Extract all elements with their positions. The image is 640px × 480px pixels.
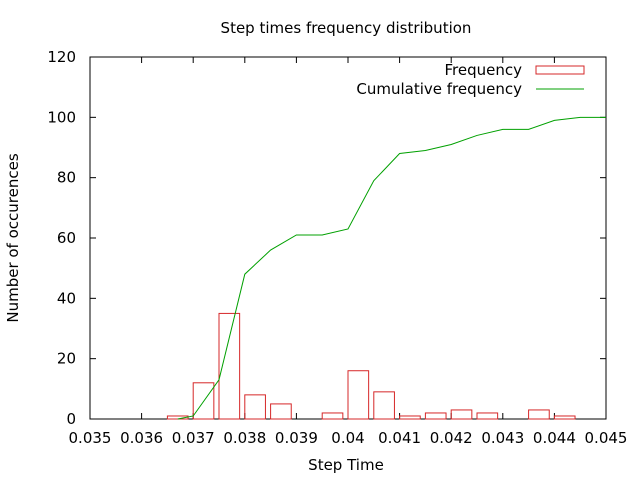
frequency-bar (399, 415, 421, 420)
legend-swatch-frequency (535, 65, 585, 75)
x-tick-label: 0.036 (120, 429, 163, 447)
x-axis-label: Step Time (308, 456, 384, 474)
y-tick-label: 40 (57, 289, 76, 307)
frequency-bar (424, 412, 447, 420)
frequency-bar (450, 409, 473, 420)
x-axis: 0.035 0.036 0.037 0.038 0.039 0.04 0.041 0.042 0… (69, 57, 628, 447)
x-tick-label: 0.042 (430, 429, 473, 447)
cumulative-frequency-line (177, 116, 606, 420)
y-tick-label: 0 (66, 410, 76, 428)
x-tick-label: 0.044 (533, 429, 576, 447)
y-tick-label: 120 (47, 48, 76, 66)
y-axis-label: Number of occurences (4, 153, 22, 322)
frequency-bars (166, 312, 576, 420)
x-tick-label: 0.038 (223, 429, 266, 447)
frequency-bar (270, 403, 292, 420)
frequency-bar (321, 412, 344, 420)
legend-label-frequency: Frequency (445, 61, 523, 79)
frequency-bar (373, 391, 395, 420)
x-tick-label: 0.04 (331, 429, 364, 447)
y-tick-label: 20 (57, 350, 76, 368)
plot-frame (89, 56, 607, 420)
x-tick-label: 0.035 (69, 429, 112, 447)
y-tick-label: 60 (57, 229, 76, 247)
frequency-bar (218, 312, 241, 420)
x-tick-label: 0.043 (481, 429, 524, 447)
frequency-bar (192, 382, 215, 420)
frequency-bar (553, 415, 576, 420)
frequency-bar (528, 409, 550, 420)
frequency-bar (476, 412, 499, 420)
legend: Frequency Cumulative frequency (356, 61, 585, 98)
legend-label-cumulative: Cumulative frequency (356, 80, 522, 98)
y-tick-label: 80 (57, 169, 76, 187)
chart-title: Step times frequency distribution (221, 19, 472, 37)
x-tick-label: 0.037 (172, 429, 215, 447)
x-tick-label: 0.039 (275, 429, 318, 447)
x-tick-label: 0.045 (585, 429, 628, 447)
frequency-bar (347, 370, 370, 420)
y-tick-label: 100 (47, 108, 76, 126)
y-axis: 0 20 40 60 80 100 120 (47, 48, 606, 428)
frequency-bar (244, 394, 266, 420)
x-tick-label: 0.041 (378, 429, 421, 447)
